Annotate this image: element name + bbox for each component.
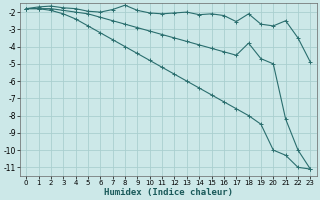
X-axis label: Humidex (Indice chaleur): Humidex (Indice chaleur) [104,188,233,197]
